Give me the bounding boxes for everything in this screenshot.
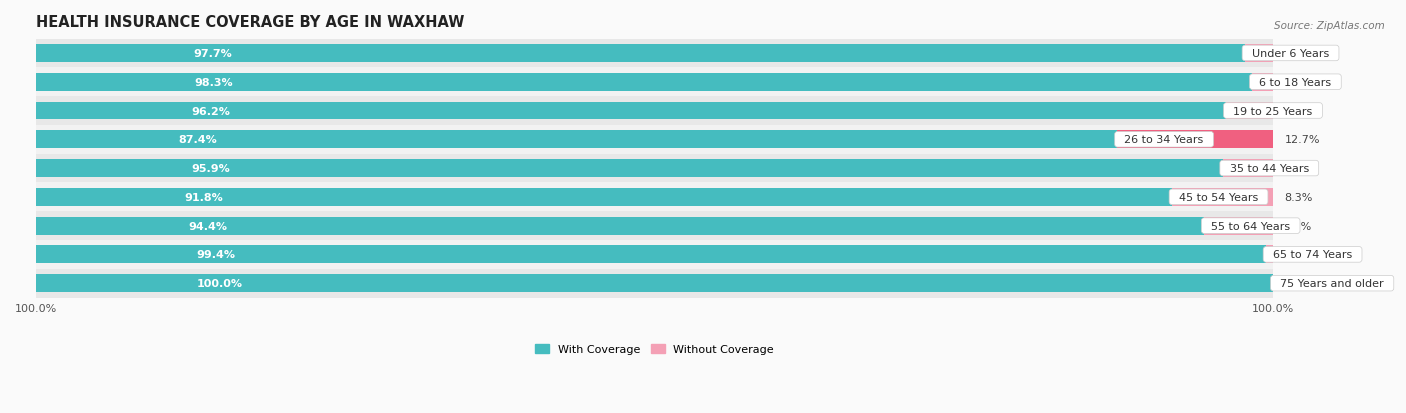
Text: 1.7%: 1.7% (1284, 78, 1312, 88)
Bar (1244, 45, 1274, 63)
Bar (1226, 102, 1274, 120)
Text: 35 to 44 Years: 35 to 44 Years (1223, 164, 1316, 173)
Bar (37, 40, 1274, 68)
Text: 2.3%: 2.3% (1284, 49, 1312, 59)
Text: 65 to 74 Years: 65 to 74 Years (1265, 250, 1360, 260)
Legend: With Coverage, Without Coverage: With Coverage, Without Coverage (531, 340, 779, 359)
Text: 94.4%: 94.4% (188, 221, 228, 231)
Bar (37, 269, 1274, 298)
Text: Under 6 Years: Under 6 Years (1244, 49, 1336, 59)
Bar (37, 154, 1274, 183)
Bar (1253, 74, 1274, 91)
Text: 98.3%: 98.3% (194, 78, 233, 88)
Text: 19 to 25 Years: 19 to 25 Years (1226, 106, 1320, 116)
Text: 45 to 54 Years: 45 to 54 Years (1173, 192, 1265, 202)
Text: 96.2%: 96.2% (191, 106, 231, 116)
Bar (37, 217, 1204, 235)
Text: 0.61%: 0.61% (1284, 250, 1319, 260)
Text: 55 to 64 Years: 55 to 64 Years (1204, 221, 1298, 231)
Bar (37, 240, 1274, 269)
Text: 4.1%: 4.1% (1284, 164, 1312, 173)
Text: 5.6%: 5.6% (1284, 221, 1312, 231)
Text: 0.0%: 0.0% (1284, 278, 1312, 289)
Bar (37, 97, 1274, 126)
Bar (37, 126, 1274, 154)
Bar (37, 45, 1244, 63)
Text: 97.7%: 97.7% (194, 49, 232, 59)
Text: 6 to 18 Years: 6 to 18 Years (1253, 78, 1339, 88)
Text: 26 to 34 Years: 26 to 34 Years (1118, 135, 1211, 145)
Text: HEALTH INSURANCE COVERAGE BY AGE IN WAXHAW: HEALTH INSURANCE COVERAGE BY AGE IN WAXH… (37, 15, 464, 30)
Bar (37, 188, 1173, 206)
Bar (37, 183, 1274, 212)
Bar (37, 102, 1226, 120)
Text: 12.7%: 12.7% (1285, 135, 1320, 145)
Bar (1265, 246, 1274, 263)
Bar (37, 74, 1253, 91)
Bar (1204, 217, 1274, 235)
Text: 100.0%: 100.0% (197, 278, 243, 289)
Bar (1118, 131, 1275, 149)
Text: 87.4%: 87.4% (179, 135, 217, 145)
Bar (37, 68, 1274, 97)
Text: 99.4%: 99.4% (195, 250, 235, 260)
Text: 8.3%: 8.3% (1285, 192, 1313, 202)
Text: 3.8%: 3.8% (1284, 106, 1312, 116)
Bar (1173, 188, 1275, 206)
Bar (37, 246, 1265, 263)
Text: 75 Years and older: 75 Years and older (1274, 278, 1391, 289)
Bar (37, 160, 1223, 178)
Bar (37, 131, 1118, 149)
Text: 91.8%: 91.8% (184, 192, 224, 202)
Bar (37, 275, 1274, 292)
Bar (37, 212, 1274, 240)
Bar (1223, 160, 1274, 178)
Text: 95.9%: 95.9% (191, 164, 229, 173)
Text: Source: ZipAtlas.com: Source: ZipAtlas.com (1274, 21, 1385, 31)
